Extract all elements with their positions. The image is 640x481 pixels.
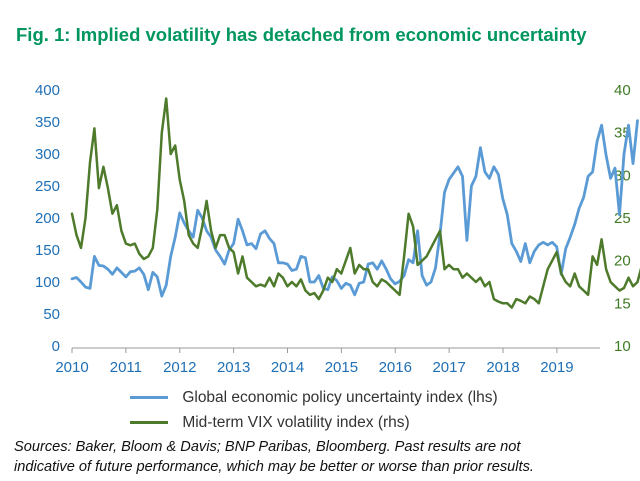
legend-item-lhs: Global economic policy uncertainty index… (130, 389, 498, 407)
left-tick-label: 250 (35, 178, 60, 195)
x-tick-label: 2017 (432, 359, 465, 376)
left-tick-label: 200 (35, 210, 60, 227)
legend-label-rhs: Mid-term VIX volatility index (rhs) (182, 414, 410, 431)
left-tick-label: 0 (52, 338, 60, 355)
left-axis-ticks: 0 50 100 150 200 250 300 350 400 (35, 82, 60, 355)
x-tick-label: 2012 (163, 359, 196, 376)
left-tick-label: 100 (35, 274, 60, 291)
x-tick-label: 2014 (271, 359, 304, 376)
source-line-2: indicative of future performance, which … (14, 459, 534, 475)
chart-title: Fig. 1: Implied volatility has detached … (16, 24, 587, 45)
left-tick-label: 300 (35, 146, 60, 163)
x-tick-label: 2011 (110, 359, 142, 376)
legend-item-rhs: Mid-term VIX volatility index (rhs) (130, 414, 410, 432)
right-tick-label: 20 (614, 253, 631, 270)
legend-label-lhs: Global economic policy uncertainty index… (182, 389, 498, 406)
x-tick-label: 2010 (55, 359, 88, 376)
x-tick-label: 2016 (379, 359, 412, 376)
right-tick-label: 25 (614, 210, 631, 227)
source-line-1: Sources: Baker, Bloom & Davis; BNP Parib… (14, 439, 521, 455)
right-tick-label: 10 (614, 338, 631, 355)
x-tick-label: 2015 (325, 359, 358, 376)
x-tick-label: 2019 (540, 359, 573, 376)
right-tick-label: 40 (614, 82, 631, 99)
series-line-vix (70, 97, 640, 309)
legend-swatch-lhs (130, 396, 168, 400)
legend-swatch-rhs (130, 421, 168, 425)
left-tick-label: 50 (43, 306, 60, 323)
series-line-policy-uncertainty (70, 119, 639, 298)
right-tick-label: 15 (614, 295, 631, 312)
left-tick-label: 350 (35, 114, 60, 131)
x-tick-label: 2018 (486, 359, 519, 376)
left-tick-label: 150 (35, 242, 60, 259)
source-note: Sources: Baker, Bloom & Davis; BNP Parib… (14, 437, 534, 477)
series-lines (70, 97, 640, 309)
x-tick-label: 2013 (217, 359, 250, 376)
left-tick-label: 400 (35, 82, 60, 99)
x-axis-ticks: 2010 2011 2012 2013 2014 2015 2016 2017 2018 2019 (55, 347, 600, 376)
